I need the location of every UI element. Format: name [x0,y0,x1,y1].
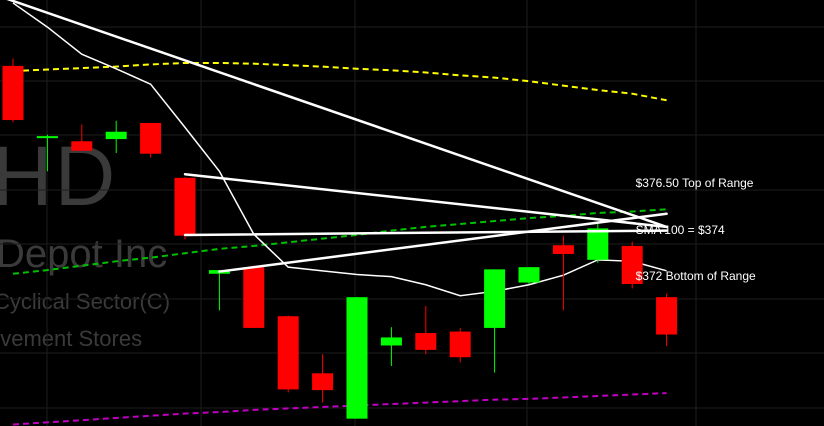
candle-body-down [656,297,678,335]
trendline [183,229,668,237]
sma-green-line [12,208,667,275]
candle-body-down [552,245,574,254]
candle-body-up [380,337,402,346]
candle-body-down [277,316,299,390]
candle-body-up [518,267,540,283]
candle-body-down [2,65,24,121]
watermark-ticker: HD [0,129,118,223]
candle-body-down [312,373,334,391]
annotation-label: $372 Bottom of Range [636,269,756,283]
candle-body-up [587,228,609,260]
trendline [6,0,668,229]
candle-body-down [621,245,643,284]
watermark-industry: ovement Stores [0,326,143,351]
trendline [218,212,668,273]
watermark-company-name: Depot Inc [0,232,168,276]
sma-magenta-line [12,392,667,426]
candle-body-up [484,269,506,328]
sma-yellow-line [12,61,667,102]
candle-body-down [415,333,437,350]
annotation-label: SMA 100 = $374 [636,223,725,237]
candle-body-up [346,297,368,419]
watermark-sector: Cyclical Sector(C) [0,289,171,314]
candle-body-down [174,177,196,236]
candle-body-up [105,131,127,140]
candle-body-up [36,136,58,139]
sma-short-line [12,2,667,297]
trendline [183,172,668,229]
candle-body-down [243,267,265,328]
candle-body-down [71,141,93,151]
annotation-label: $376.50 Top of Range [636,176,754,190]
candle-body-down [140,122,162,154]
candle-body-down [449,331,471,358]
